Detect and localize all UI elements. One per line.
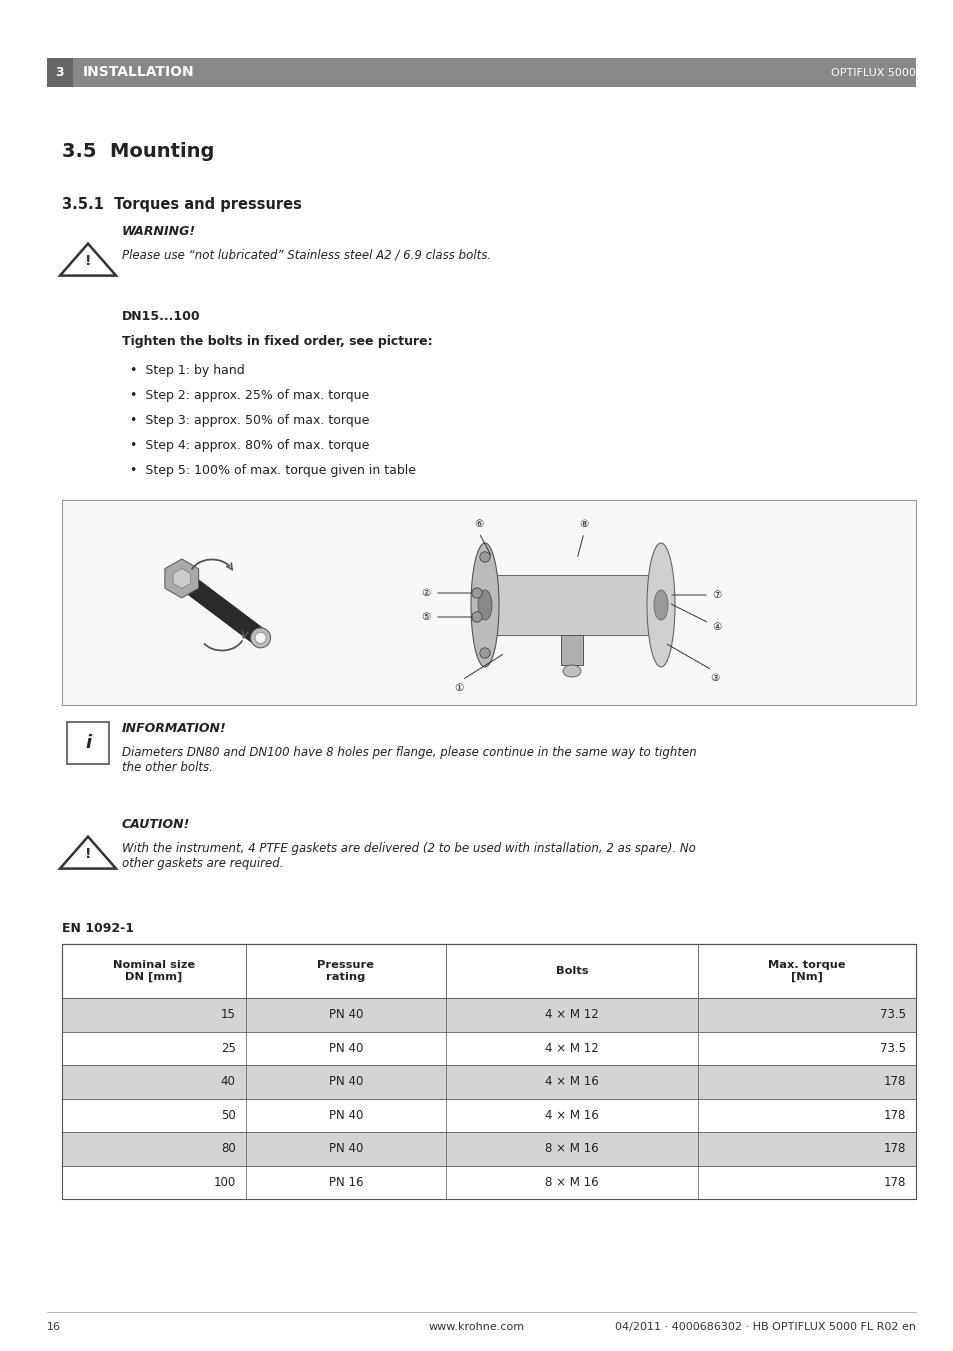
Text: 73.5: 73.5 xyxy=(879,1042,905,1055)
Text: www.krohne.com: www.krohne.com xyxy=(429,1323,524,1332)
Text: 25: 25 xyxy=(220,1042,235,1055)
Bar xyxy=(47,58,73,86)
Text: With the instrument, 4 PTFE gaskets are delivered (2 to be used with installatio: With the instrument, 4 PTFE gaskets are … xyxy=(122,842,695,870)
Text: Pressure
rating: Pressure rating xyxy=(317,961,375,982)
Text: 16: 16 xyxy=(47,1323,61,1332)
Text: INSTALLATION: INSTALLATION xyxy=(83,65,194,80)
Text: 3: 3 xyxy=(55,66,64,78)
Text: PN 16: PN 16 xyxy=(329,1175,363,1189)
Text: ④: ④ xyxy=(711,621,720,632)
Ellipse shape xyxy=(646,543,675,667)
Bar xyxy=(62,944,915,998)
Text: 178: 178 xyxy=(882,1142,905,1155)
Text: ②: ② xyxy=(420,588,430,598)
Text: OPTIFLUX 5000: OPTIFLUX 5000 xyxy=(830,68,915,77)
Text: Tighten the bolts in fixed order, see picture:: Tighten the bolts in fixed order, see pi… xyxy=(122,335,432,349)
Text: PN 40: PN 40 xyxy=(329,1109,363,1121)
Text: EN 1092-1: EN 1092-1 xyxy=(62,921,133,935)
Text: •  Step 3: approx. 50% of max. torque: • Step 3: approx. 50% of max. torque xyxy=(130,413,369,427)
Text: 8 × M 16: 8 × M 16 xyxy=(545,1175,598,1189)
Circle shape xyxy=(472,588,481,598)
Bar xyxy=(560,635,582,665)
Bar xyxy=(62,500,915,705)
Text: DN15...100: DN15...100 xyxy=(122,309,200,323)
Bar xyxy=(67,721,109,765)
Text: PN 40: PN 40 xyxy=(329,1142,363,1155)
Text: 50: 50 xyxy=(221,1109,235,1121)
Text: CAUTION!: CAUTION! xyxy=(122,817,191,831)
Polygon shape xyxy=(165,559,198,598)
Text: 178: 178 xyxy=(882,1109,905,1121)
Bar xyxy=(62,944,915,1198)
Bar xyxy=(62,1098,915,1132)
Bar xyxy=(486,576,657,635)
Text: ③: ③ xyxy=(710,673,719,684)
Text: Max. torque
[Nm]: Max. torque [Nm] xyxy=(767,961,845,982)
Text: Nominal size
DN [mm]: Nominal size DN [mm] xyxy=(112,961,194,982)
Circle shape xyxy=(254,632,266,643)
Ellipse shape xyxy=(654,590,667,620)
Text: !: ! xyxy=(85,254,91,269)
Circle shape xyxy=(479,647,490,658)
Bar xyxy=(62,1032,915,1065)
Text: 178: 178 xyxy=(882,1075,905,1089)
Ellipse shape xyxy=(477,590,492,620)
Polygon shape xyxy=(172,569,191,589)
Text: INFORMATION!: INFORMATION! xyxy=(122,721,227,735)
Text: ⑧: ⑧ xyxy=(578,519,588,530)
Text: !: ! xyxy=(85,847,91,861)
Text: ①: ① xyxy=(454,684,463,693)
Text: i: i xyxy=(85,734,91,753)
Text: ⑤: ⑤ xyxy=(420,612,430,621)
Text: PN 40: PN 40 xyxy=(329,1008,363,1021)
Text: Please use “not lubricated” Stainless steel A2 / 6.9 class bolts.: Please use “not lubricated” Stainless st… xyxy=(122,249,491,262)
Text: 4 × M 16: 4 × M 16 xyxy=(545,1109,598,1121)
Ellipse shape xyxy=(471,543,498,667)
Text: ⑥: ⑥ xyxy=(474,519,483,530)
Text: 3.5  Mounting: 3.5 Mounting xyxy=(62,142,214,161)
Text: •  Step 5: 100% of max. torque given in table: • Step 5: 100% of max. torque given in t… xyxy=(130,463,416,477)
Text: 4 × M 12: 4 × M 12 xyxy=(545,1008,598,1021)
Text: •  Step 4: approx. 80% of max. torque: • Step 4: approx. 80% of max. torque xyxy=(130,439,369,453)
Text: •  Step 2: approx. 25% of max. torque: • Step 2: approx. 25% of max. torque xyxy=(130,389,369,403)
Text: 40: 40 xyxy=(220,1075,235,1089)
Circle shape xyxy=(251,628,271,648)
Text: 4 × M 16: 4 × M 16 xyxy=(545,1075,598,1089)
Text: WARNING!: WARNING! xyxy=(122,226,196,238)
Text: 73.5: 73.5 xyxy=(879,1008,905,1021)
Bar xyxy=(62,1166,915,1198)
Circle shape xyxy=(479,551,490,562)
Text: Diameters DN80 and DN100 have 8 holes per flange, please continue in the same wa: Diameters DN80 and DN100 have 8 holes pe… xyxy=(122,746,696,774)
Text: 80: 80 xyxy=(221,1142,235,1155)
Text: 3.5.1  Torques and pressures: 3.5.1 Torques and pressures xyxy=(62,197,301,212)
Text: 4 × M 12: 4 × M 12 xyxy=(545,1042,598,1055)
Text: 100: 100 xyxy=(213,1175,235,1189)
Text: 15: 15 xyxy=(220,1008,235,1021)
Bar xyxy=(62,998,915,1032)
Text: 178: 178 xyxy=(882,1175,905,1189)
Text: Bolts: Bolts xyxy=(556,966,588,975)
Bar xyxy=(62,1065,915,1098)
Text: ⑦: ⑦ xyxy=(711,590,720,600)
Text: •  Step 1: by hand: • Step 1: by hand xyxy=(130,363,245,377)
Text: 8 × M 16: 8 × M 16 xyxy=(545,1142,598,1155)
Ellipse shape xyxy=(562,665,580,677)
Bar xyxy=(62,1132,915,1166)
Text: PN 40: PN 40 xyxy=(329,1042,363,1055)
Bar xyxy=(47,58,915,86)
Text: 04/2011 · 4000686302 · HB OPTIFLUX 5000 FL R02 en: 04/2011 · 4000686302 · HB OPTIFLUX 5000 … xyxy=(615,1323,915,1332)
Text: PN 40: PN 40 xyxy=(329,1075,363,1089)
Circle shape xyxy=(472,612,481,623)
Polygon shape xyxy=(173,569,269,647)
